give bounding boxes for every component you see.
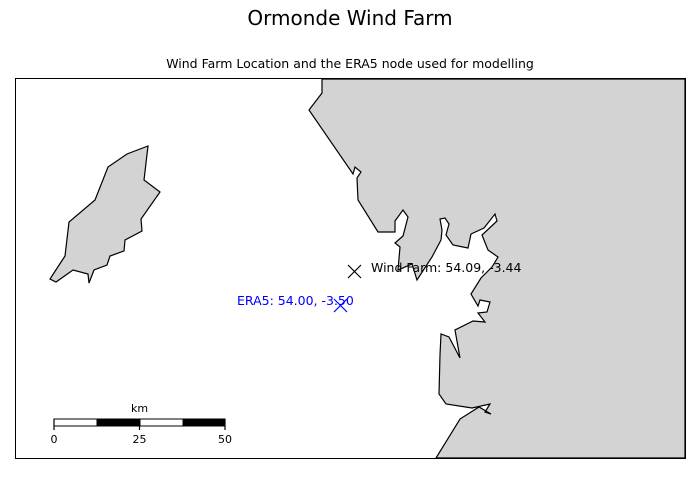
scale-bar-unit: km xyxy=(131,402,148,415)
scale-bar-label-25: 25 xyxy=(133,433,147,446)
scale-bar-segment-2 xyxy=(96,418,141,427)
era5-marker-icon xyxy=(333,298,348,313)
scale-bar: km 0 25 50 xyxy=(51,402,233,446)
wind-farm-label: Wind Farm: 54.09, -3.44 xyxy=(371,260,521,275)
era5-label: ERA5: 54.00, -3.50 xyxy=(237,293,354,308)
map-subtitle: Wind Farm Location and the ERA5 node use… xyxy=(166,56,534,71)
scale-bar-segment-3 xyxy=(139,418,184,427)
scale-bar-label-0: 0 xyxy=(51,433,58,446)
scale-bar-segment-1 xyxy=(53,418,98,427)
scale-bar-label-50: 50 xyxy=(218,433,232,446)
map-title: Ormonde Wind Farm xyxy=(247,6,453,30)
scale-bar-segment-4 xyxy=(182,418,226,427)
wind-farm-marker-icon xyxy=(347,264,362,279)
map-frame xyxy=(15,78,686,459)
isle-of-man-landmass xyxy=(49,145,161,284)
england-coast-landmass xyxy=(308,78,686,459)
